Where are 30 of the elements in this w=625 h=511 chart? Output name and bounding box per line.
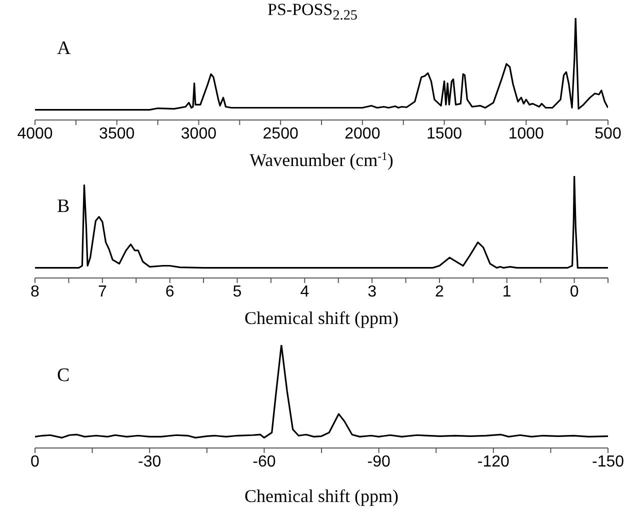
x-axis-title: Chemical shift (ppm): [244, 308, 398, 328]
chart-title: PS-POSS$_{2.25}$: [266, 0, 358, 26]
x-tick-label: -150: [592, 453, 624, 470]
x-tick-label: 8: [30, 283, 40, 300]
x-tick-label: 1500: [426, 125, 462, 142]
x-tick-label: 500: [594, 125, 622, 142]
x-tick-label: 0: [570, 283, 579, 300]
x-axis-title: Wavenumber (cm$^{-1}$): [250, 150, 394, 170]
x-tick-label: 6: [165, 283, 174, 300]
x-tick-label: -60: [252, 453, 276, 470]
annotation: B: [57, 196, 70, 218]
x-tick-label: 2500: [262, 125, 298, 142]
x-tick-label: -90: [367, 453, 390, 470]
x-tick-label: 4: [300, 283, 310, 300]
x-tick-label: 5: [232, 283, 242, 300]
x-tick-label: 7: [98, 283, 107, 300]
x-tick-label: 0: [30, 453, 40, 470]
x-tick-label: 2000: [344, 125, 380, 142]
x-tick-label: 3500: [99, 125, 135, 142]
x-tick-label: 1: [502, 283, 512, 300]
x-tick-label: 3000: [180, 125, 217, 142]
annotation: A: [57, 38, 71, 60]
x-tick-label: -30: [138, 453, 162, 470]
x-axis-title: Chemical shift (ppm): [244, 486, 398, 506]
x-tick-label: -120: [477, 453, 510, 470]
annotation: C: [57, 365, 70, 387]
x-tick-label: 3: [368, 283, 377, 300]
x-tick-label: 1000: [508, 125, 544, 142]
x-tick-label: 4000: [17, 125, 53, 142]
x-tick-label: 2: [435, 283, 444, 300]
